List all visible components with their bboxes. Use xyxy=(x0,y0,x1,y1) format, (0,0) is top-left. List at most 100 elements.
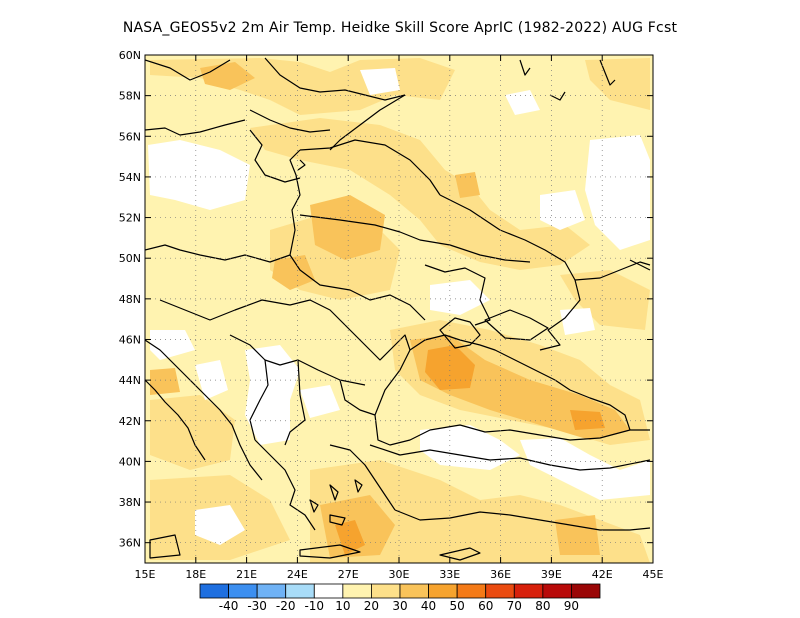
colorbar-swatch xyxy=(256,583,287,599)
lat-tick-label: 50N xyxy=(119,252,141,265)
colorbar-label: -40 xyxy=(219,599,239,613)
coast-adriatic-east xyxy=(145,339,263,481)
border-line xyxy=(145,244,291,263)
colorbar-swatch xyxy=(342,583,372,599)
coast-line xyxy=(549,91,566,101)
colorbar-swatch xyxy=(285,583,315,599)
coast-line xyxy=(297,159,306,171)
border-line xyxy=(574,261,651,281)
border-line xyxy=(299,139,441,196)
coast-black-sea-south xyxy=(374,349,650,446)
skill-field xyxy=(145,55,653,563)
colorbar: -40 -30 -20 -10 10 20 30 40 50 60 70 80 90 xyxy=(199,583,601,613)
colorbar-label: 90 xyxy=(564,599,579,613)
field-patch xyxy=(420,425,520,470)
border-line xyxy=(424,264,491,326)
coast-finland xyxy=(145,59,231,81)
field-patch xyxy=(520,438,650,500)
colorbar-swatch xyxy=(542,583,572,599)
lat-tick-label: 54N xyxy=(119,171,141,184)
colorbar-swatch xyxy=(371,583,401,599)
axis-ticks xyxy=(144,54,654,563)
border-line xyxy=(439,194,576,281)
island-sicily xyxy=(149,534,181,559)
field-patch xyxy=(425,345,475,390)
coast-baltic xyxy=(249,109,331,133)
field-10 xyxy=(148,68,650,545)
lon-tick-label: 45E xyxy=(643,568,664,581)
lon-tick-label: 15E xyxy=(135,568,156,581)
island xyxy=(309,499,319,513)
lon-tick-label: 24E xyxy=(287,568,308,581)
colorbar-swatch xyxy=(199,583,229,599)
sea-of-azov xyxy=(484,309,549,341)
colorbar-swatch xyxy=(399,583,429,599)
field-patch xyxy=(570,410,605,430)
colorbar-label: -30 xyxy=(247,599,267,613)
border-line xyxy=(159,299,346,326)
colorbar-label: 30 xyxy=(392,599,407,613)
colorbar-swatch xyxy=(456,583,487,599)
coast-anatolia-south xyxy=(394,509,651,531)
coast-black-sea-north xyxy=(409,334,631,431)
longitude-labels: 15E 18E 21E 24E 27E 30E 33E 36E 39E 42E 45E xyxy=(135,568,664,581)
field-patch xyxy=(150,330,195,360)
field-patch xyxy=(455,172,480,198)
field-patch xyxy=(272,255,315,290)
coast-line xyxy=(629,259,651,271)
colorbar-label: 70 xyxy=(507,599,522,613)
coast-aegean-east xyxy=(329,444,396,511)
lat-tick-label: 46N xyxy=(119,333,141,346)
colorbar-label: 50 xyxy=(450,599,465,613)
lat-tick-label: 52N xyxy=(119,212,141,225)
field-patch xyxy=(245,345,300,445)
field-patch xyxy=(360,68,400,95)
field-patch xyxy=(505,90,540,115)
lat-tick-label: 48N xyxy=(119,293,141,306)
border-line xyxy=(289,254,426,321)
colorbar-label: 10 xyxy=(335,599,350,613)
lat-tick-label: 56N xyxy=(119,130,141,143)
colorbar-label: 60 xyxy=(478,599,493,613)
colorbar-swatch xyxy=(313,583,344,599)
coast-line xyxy=(599,59,616,86)
field-patch xyxy=(195,505,245,545)
border-line xyxy=(249,359,269,441)
coast-line xyxy=(519,59,531,76)
field-patch xyxy=(200,62,255,90)
field-patch xyxy=(300,385,340,418)
colorbar-swatch xyxy=(571,583,601,599)
field-patch xyxy=(148,140,250,210)
coastlines-borders xyxy=(145,57,651,561)
lat-tick-label: 38N xyxy=(119,496,141,509)
border-line xyxy=(284,359,306,446)
lon-tick-label: 33E xyxy=(439,568,460,581)
field-patch xyxy=(150,395,235,470)
colorbar-swatch xyxy=(228,583,258,599)
colorbar-label: -20 xyxy=(276,599,296,613)
lat-tick-label: 44N xyxy=(119,374,141,387)
border-line xyxy=(344,324,411,361)
lon-tick-label: 27E xyxy=(338,568,359,581)
coast-gulf-finland xyxy=(264,57,406,101)
field-patch xyxy=(560,270,650,330)
field-patch xyxy=(560,308,595,335)
lon-tick-label: 39E xyxy=(541,568,562,581)
border-line xyxy=(299,214,531,263)
colorbar-label: -10 xyxy=(304,599,324,613)
colorbar-label: 40 xyxy=(421,599,436,613)
lon-tick-label: 42E xyxy=(592,568,613,581)
colorbar-label: 80 xyxy=(535,599,550,613)
map-title: NASA_GEOS5v2 2m Air Temp. Heidke Skill S… xyxy=(122,20,678,36)
field-patch xyxy=(585,135,650,250)
border-anatolia xyxy=(369,444,651,471)
border-line xyxy=(539,279,581,351)
border-line xyxy=(249,129,301,183)
field-patch xyxy=(555,515,600,555)
lat-tick-label: 58N xyxy=(119,90,141,103)
colorbar-swatch xyxy=(485,583,515,599)
colorbar-label: 20 xyxy=(364,599,379,613)
coast-greece xyxy=(254,439,316,531)
coast-baltic-south xyxy=(145,119,246,136)
